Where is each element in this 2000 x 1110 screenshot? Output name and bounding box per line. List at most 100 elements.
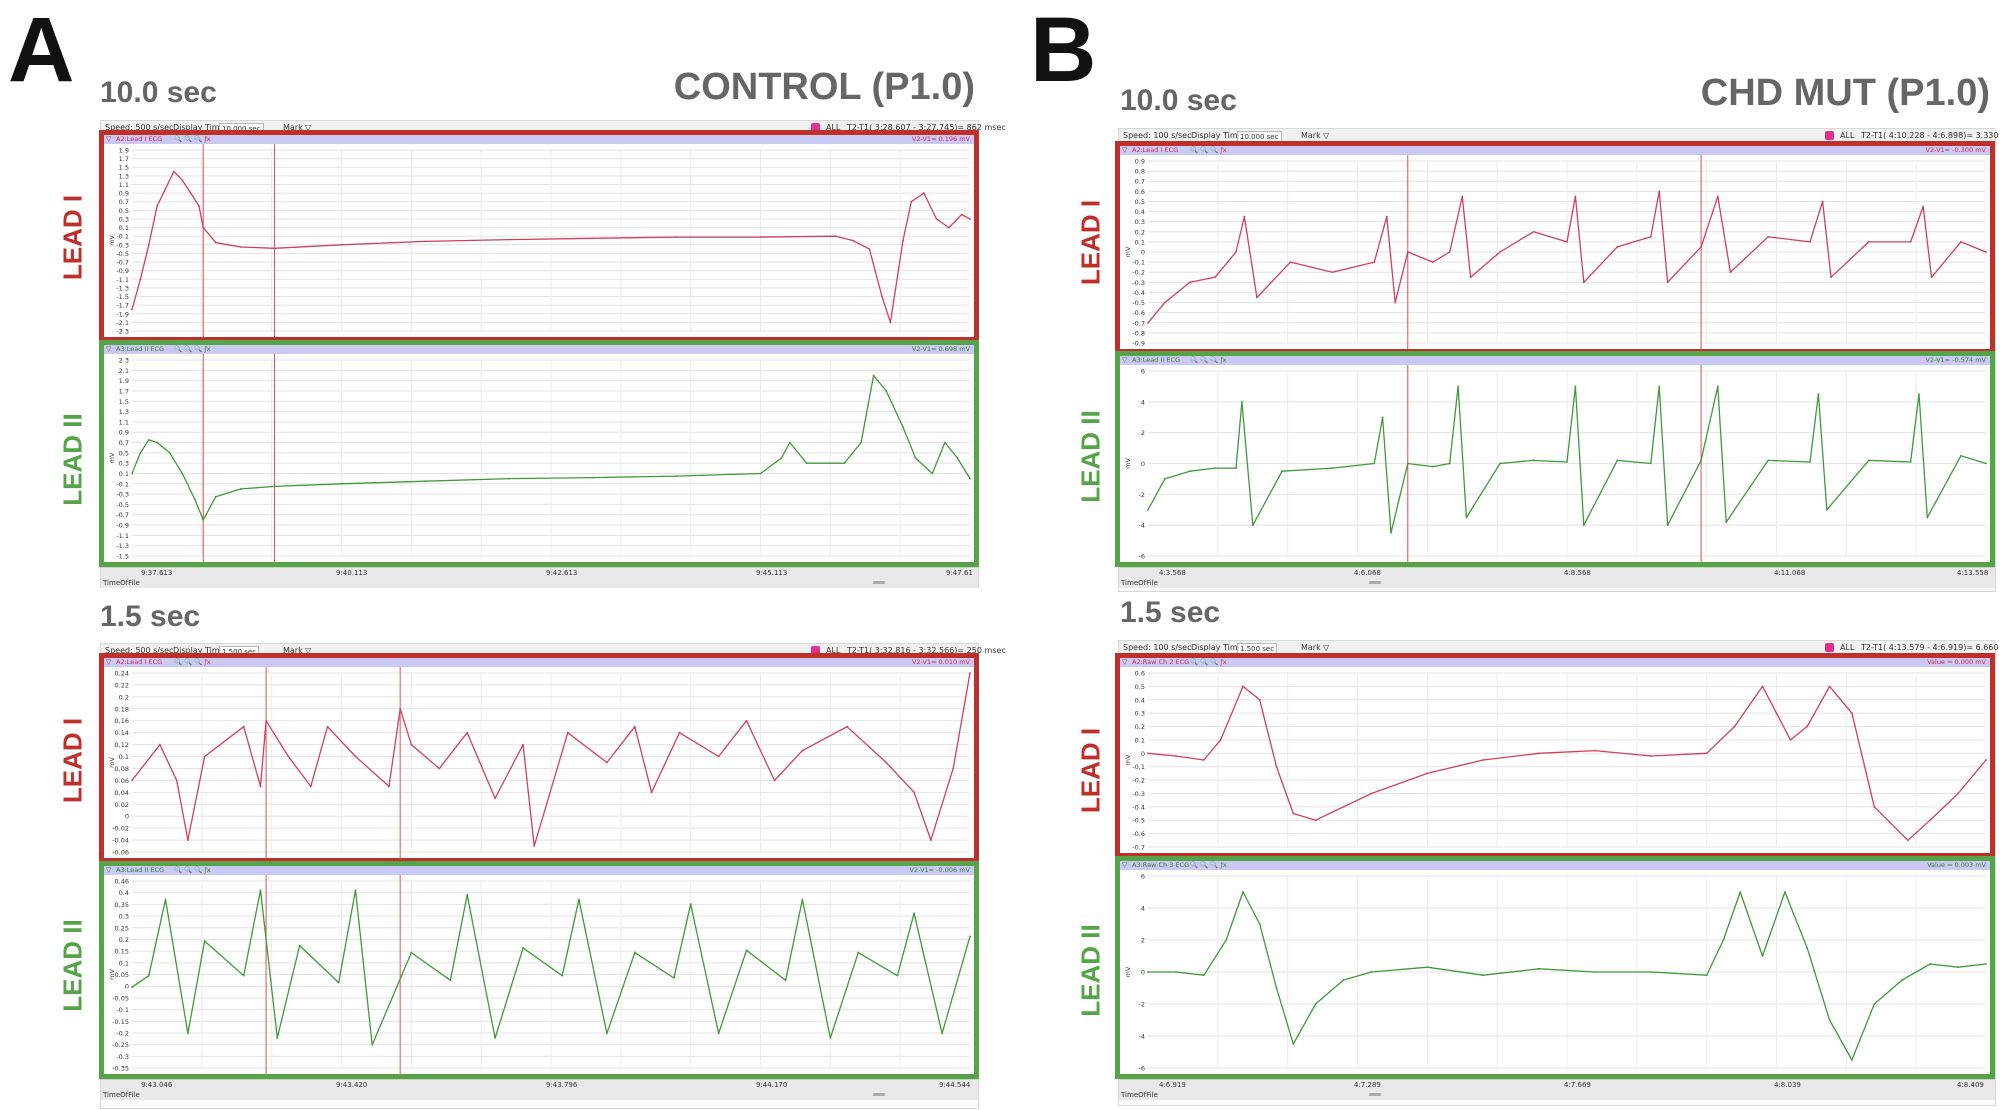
recording-window-b-bottom: Speed: 100 s/sec Display Time: 1.500 sec… [1115,640,2000,1106]
lead-i-channel: ▽ A2:Lead I ECG 🔍 🔍 🔍 ƒx V2-V1= -0.300 m… [1115,141,1995,354]
collapse-icon[interactable]: ▽ [106,345,112,353]
channel-value: V2-V1= -0.574 mV [1925,356,1986,364]
ecg-data-point [969,477,971,480]
y-tick-label: 0.16 [115,717,129,725]
ecg-data-point [240,246,242,248]
y-tick-label: -0.5 [1132,817,1145,825]
ecg-data-point [1426,772,1429,775]
y-tick-label: 0.06 [115,777,129,785]
scrollbar-thumb[interactable] [1369,1093,1381,1096]
time-axis: 9:37.613 9:40.113 9:42.613 9:45.113 9:47… [101,567,978,588]
interval-readout: T2-T1( 3:28.607 - 3:27.745)= 862 msec [847,123,1006,132]
all-button[interactable]: ALL [826,123,841,132]
ecg-data-point [131,472,133,475]
duration-label-b-bottom: 1.5 sec [1120,596,1221,629]
marker-icon[interactable] [811,123,820,132]
time-tick: 4:11.068 [1774,569,1806,577]
y-tick-label: 0.22 [115,681,129,689]
ecg-data-point [759,236,762,238]
y-tick-label: -4 [1139,1033,1145,1041]
mark-button[interactable]: Mark [283,646,303,655]
zoom-tools-icon[interactable]: 🔍 🔍 🔍 ƒx [174,345,211,353]
y-tick-label: 0 [125,813,129,821]
ecg-data-point [242,725,245,728]
collapse-icon[interactable]: ▽ [1122,356,1128,364]
scrollbar-thumb[interactable] [1369,581,1381,584]
marker-icon[interactable] [1825,131,1834,140]
y-tick-label: 0.1 [1135,238,1145,246]
mark-button[interactable]: Mark [1301,131,1321,140]
scrollbar-thumb[interactable] [873,1093,885,1096]
ecg-data-point [1566,240,1568,243]
ecg-data-point [935,218,938,220]
ecg-data-point [1242,891,1244,893]
ecg-data-point [1959,240,1962,243]
ecg-data-point [605,1032,608,1035]
zoom-tools-icon[interactable]: 🔍 🔍 🔍 ƒx [174,135,211,143]
ecg-data-point [1828,685,1831,688]
y-tick-label: -0.3 [116,241,129,249]
ecg-data-point [326,725,329,728]
y-tick-label: -6 [1139,1065,1145,1073]
collapse-icon[interactable]: ▽ [106,658,112,666]
ecg-data-point [522,743,524,746]
y-tick-label: -0.3 [1132,790,1145,798]
y-tick-label: 0.2 [1135,228,1145,236]
marker-icon[interactable] [811,646,820,655]
mark-button[interactable]: Mark [283,123,303,132]
mark-dropdown-icon[interactable]: ▽ [305,646,312,655]
collapse-icon[interactable]: ▽ [106,866,112,874]
ecg-data-point [561,974,564,977]
collapse-icon[interactable]: ▽ [106,135,112,143]
ecg-data-point [923,192,925,194]
mark-dropdown-icon[interactable]: ▽ [1323,643,1330,652]
ecg-data-point [1716,385,1719,388]
channel-value: V2-V1= -0.300 mV [1925,146,1986,154]
all-button[interactable]: ALL [826,646,841,655]
y-tick-label: 0.3 [1135,218,1145,226]
marker-icon[interactable] [1825,643,1834,652]
ecg-data-point [147,243,150,246]
y-tick-label: -0.1 [116,480,129,488]
ecg-data-point [1147,321,1149,324]
ecg-data-point [1189,281,1191,284]
zoom-tools-icon[interactable]: 🔍 🔍 🔍 ƒx [1190,356,1227,364]
ecg-data-point [287,755,290,758]
y-axis-label: mV [108,452,116,463]
y-tick-label: 1.5 [119,398,129,406]
zoom-tools-icon[interactable]: 🔍 🔍 🔍 ƒx [174,658,211,666]
mark-dropdown-icon[interactable]: ▽ [305,123,312,132]
zoom-tools-icon[interactable]: 🔍 🔍 🔍 ƒx [1190,658,1227,666]
zoom-tools-icon[interactable]: 🔍 🔍 🔍 ƒx [1190,861,1227,869]
ecg-data-point [1457,385,1459,388]
collapse-icon[interactable]: ▽ [1122,861,1128,869]
zoom-tools-icon[interactable]: 🔍 🔍 🔍 ƒx [1190,146,1227,154]
ecg-data-point [1806,947,1809,949]
y-tick-label: 0.8 [1135,168,1145,176]
collapse-icon[interactable]: ▽ [1122,658,1128,666]
y-tick-label: 0.4 [1135,696,1145,704]
time-tick: 9:43.420 [336,1081,368,1089]
y-tick-label: 2.1 [119,367,129,375]
ecg-data-point [354,889,357,892]
channel-header: ▽ A2:Lead I ECG 🔍 🔍 🔍 ƒx V2-V1= -0.300 m… [1120,146,1990,155]
mark-dropdown-icon[interactable]: ▽ [1323,131,1330,140]
y-tick-label: 0.2 [119,693,129,701]
y-tick-label: 0.2 [1135,723,1145,731]
all-button[interactable]: ALL [1840,131,1855,140]
mark-button[interactable]: Mark [1301,643,1321,652]
y-tick-label: 0.4 [1135,208,1145,216]
y-tick-label: 1.1 [119,418,129,426]
collapse-icon[interactable]: ▽ [1122,146,1128,154]
y-tick-label: 6 [1141,873,1145,881]
ecg-data-point [466,731,469,734]
speed-label: Speed: 500 s/sec [105,123,174,132]
y-tick-label: 0.3 [119,913,129,921]
zoom-tools-icon[interactable]: 🔍 🔍 🔍 ƒx [174,866,211,874]
all-button[interactable]: ALL [1840,643,1855,652]
y-tick-label: -0.05 [112,994,129,1002]
y-tick-label: 0.7 [119,439,129,447]
y-tick-label: -0.7 [116,511,129,519]
y-tick-label: -0.15 [112,1018,129,1026]
scrollbar-thumb[interactable] [873,581,885,584]
